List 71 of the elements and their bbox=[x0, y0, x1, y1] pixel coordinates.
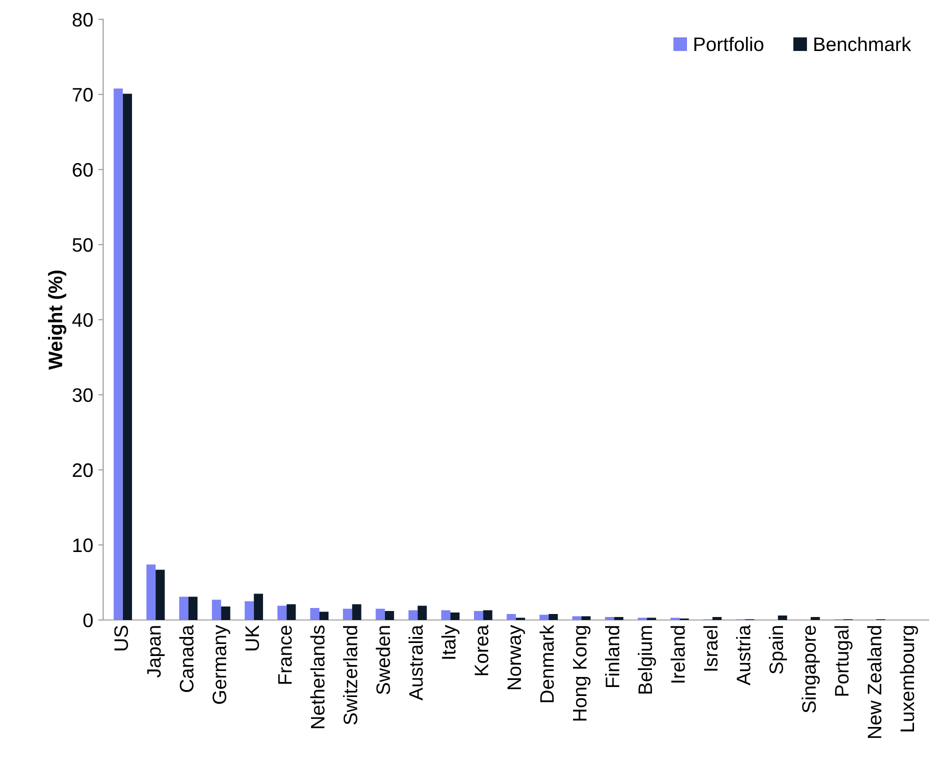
y-axis-title: Weight (%) bbox=[48, 270, 66, 370]
legend-label: Benchmark bbox=[814, 36, 912, 52]
bar bbox=[122, 94, 132, 620]
bar bbox=[352, 604, 362, 620]
x-tick-label: Australia bbox=[408, 624, 423, 700]
y-tick-label: 0 bbox=[83, 613, 93, 628]
x-tick-label: Italy bbox=[441, 624, 460, 659]
x-tick-label: Canada bbox=[179, 624, 194, 692]
bar bbox=[539, 614, 549, 620]
bar bbox=[450, 612, 460, 620]
x-tick-label: Ireland bbox=[670, 626, 685, 683]
bar bbox=[342, 608, 352, 620]
bar bbox=[506, 614, 516, 620]
y-tick-label: 30 bbox=[72, 388, 93, 402]
bar bbox=[572, 616, 582, 620]
bar bbox=[441, 610, 450, 620]
x-tick-label: France bbox=[278, 626, 292, 684]
bar bbox=[146, 564, 156, 620]
bar bbox=[212, 600, 222, 620]
y-tick-label: 70 bbox=[72, 88, 93, 102]
x-tick-label: Israel bbox=[703, 626, 718, 671]
bar bbox=[810, 616, 820, 620]
x-tick-label: Hong Kong bbox=[573, 626, 590, 721]
bar bbox=[418, 606, 427, 620]
x-tick-label: Belgium bbox=[638, 626, 656, 694]
bar bbox=[286, 604, 296, 620]
bar bbox=[376, 608, 385, 620]
bar bbox=[254, 594, 264, 620]
bar bbox=[581, 616, 591, 620]
x-tick-label: Korea bbox=[474, 624, 488, 676]
x-tick-label: UK bbox=[246, 625, 260, 650]
bar bbox=[778, 615, 788, 620]
x-tick-label: Finland bbox=[605, 626, 620, 688]
x-tick-label: New Zealand bbox=[867, 626, 882, 738]
x-tick-label: Japan bbox=[147, 626, 165, 678]
bar bbox=[277, 606, 287, 620]
bar bbox=[474, 610, 484, 620]
x-tick-label: Switzerland bbox=[343, 626, 358, 724]
bar bbox=[384, 610, 394, 620]
bar bbox=[548, 614, 558, 620]
x-tick-label: Sweden bbox=[376, 626, 390, 694]
x-tick-label: Singapore bbox=[802, 626, 820, 713]
x-tick-label: Netherlands bbox=[310, 626, 325, 728]
y-tick-label: 20 bbox=[72, 463, 93, 478]
x-tick-label: Norway bbox=[508, 624, 525, 690]
y-tick-label: 80 bbox=[72, 12, 93, 27]
bar bbox=[712, 616, 722, 620]
y-tick-label: 10 bbox=[73, 538, 93, 552]
x-tick-label: Spain bbox=[768, 626, 788, 674]
bar bbox=[188, 596, 198, 620]
y-tick-label: 60 bbox=[72, 163, 93, 177]
bar bbox=[310, 608, 320, 620]
x-tick-label: Luxembourg bbox=[900, 626, 918, 732]
x-tick-label: Germany bbox=[212, 624, 230, 704]
bar bbox=[319, 612, 329, 620]
bar bbox=[179, 596, 188, 620]
x-tick-label: Denmark bbox=[540, 624, 554, 702]
bar bbox=[114, 88, 123, 620]
x-tick-label: Portugal bbox=[834, 626, 853, 696]
bar bbox=[408, 610, 418, 620]
x-tick-label: US bbox=[114, 626, 128, 650]
bar bbox=[221, 606, 230, 620]
bar bbox=[156, 570, 165, 620]
bar bbox=[483, 610, 492, 620]
bar bbox=[244, 601, 254, 620]
y-tick-label: 40 bbox=[72, 313, 93, 327]
bar bbox=[614, 616, 624, 620]
x-tick-label: Austria bbox=[736, 624, 750, 686]
y-tick-label: 50 bbox=[72, 238, 93, 252]
legend-label: Portfolio bbox=[694, 36, 764, 52]
bar bbox=[604, 616, 614, 620]
